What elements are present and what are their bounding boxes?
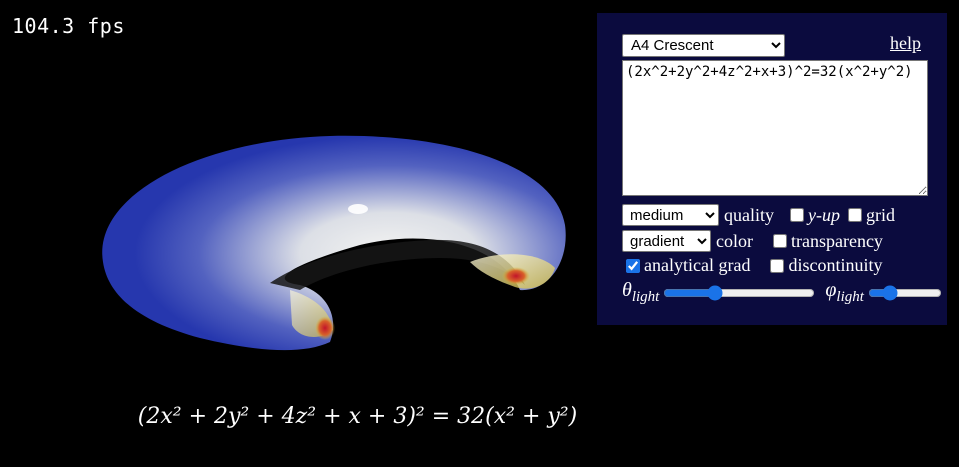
equation-input[interactable]: (2x^2+2y^2+4z^2+x+3)^2=32(x^2+y^2) (622, 60, 928, 196)
discontinuity-label: discontinuity (788, 255, 883, 275)
phi-sub: light (836, 289, 864, 305)
grid-label: grid (865, 204, 895, 225)
grad-row: analytical grad discontinuity (626, 255, 882, 276)
analytical-grad-label: analytical grad (644, 255, 751, 275)
phi-light-slider[interactable] (867, 284, 942, 301)
theta-symbol: θ (622, 279, 632, 301)
theta-sub: light (631, 289, 660, 305)
yup-checkbox[interactable] (790, 208, 804, 222)
quality-label: quality (724, 204, 774, 225)
color-select[interactable]: gradient (622, 230, 711, 252)
equation-display: (2x² + 2y² + 4z² + x + 3)² = 32(x² + y²) (137, 404, 578, 429)
hotspot-left (315, 316, 335, 340)
fps-counter: 104.3 fps (12, 14, 125, 38)
surface-body (102, 135, 566, 351)
yup-label: y-up (808, 204, 840, 225)
control-panel: A4 Crescent help (2x^2+2y^2+4z^2+x+3)^2=… (597, 13, 947, 325)
help-link[interactable]: help (890, 33, 921, 53)
color-row: gradient color transparency (622, 230, 883, 252)
theta-light-slider[interactable] (663, 284, 816, 301)
transparency-label: transparency (790, 230, 883, 251)
specular-highlight (348, 204, 368, 214)
color-label: color (716, 230, 753, 251)
preset-select[interactable]: A4 Crescent (622, 34, 785, 57)
surface-inner-rim (270, 239, 525, 290)
grid-checkbox[interactable] (847, 208, 862, 222)
hotspot-right (502, 267, 530, 285)
quality-select[interactable]: medium (622, 204, 719, 226)
transparency-checkbox[interactable] (772, 234, 787, 248)
analytical-grad-checkbox[interactable] (626, 258, 640, 273)
phi-symbol: φ (825, 279, 837, 301)
light-row: θlight φlight (622, 279, 942, 306)
phi-light-label: φlight (825, 279, 864, 306)
discontinuity-checkbox[interactable] (770, 258, 785, 273)
quality-row: medium quality y-up grid (622, 204, 895, 226)
theta-light-label: θlight (622, 279, 659, 306)
